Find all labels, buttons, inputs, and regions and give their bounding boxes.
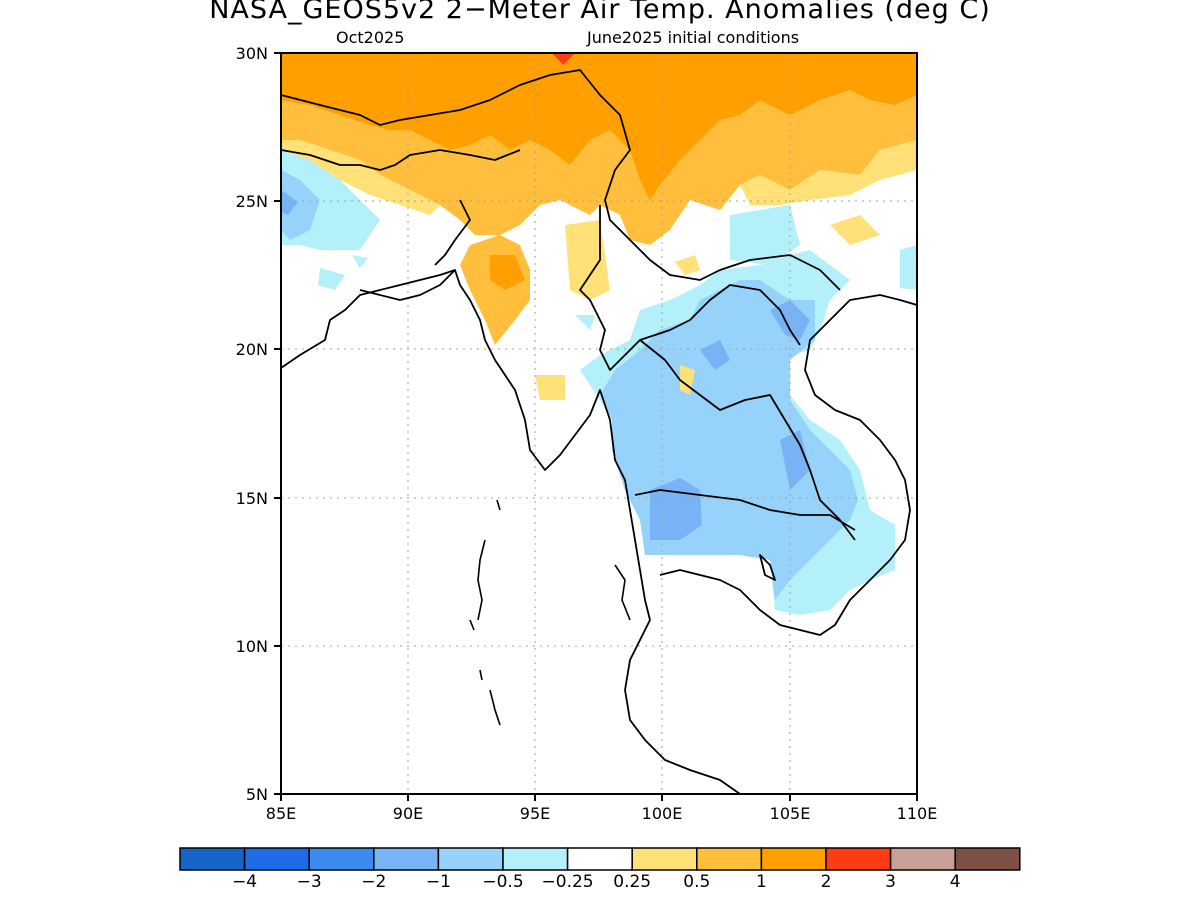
colorbar-label: −3 — [296, 872, 322, 892]
andaman-nicobar-islands — [469, 499, 631, 726]
colorbar-label: 4 — [949, 872, 961, 892]
colorbar-label: −0.25 — [541, 872, 594, 892]
colorbar-swatch — [760, 847, 827, 871]
lat-label: 15N — [235, 489, 268, 508]
colorbar-swatch — [825, 847, 892, 871]
plot-frame — [280, 52, 918, 795]
colorbar-label: 0.25 — [613, 872, 652, 892]
colorbar-label: −4 — [232, 872, 258, 892]
colorbar-label: −2 — [361, 872, 387, 892]
lon-label: 110E — [896, 804, 938, 823]
colorbar-swatch — [954, 847, 1021, 871]
colorbar-swatch — [437, 847, 504, 871]
colorbar-label: 0.5 — [683, 872, 711, 892]
forecast-month: Oct2025 — [336, 28, 405, 47]
colorbar-label: −0.5 — [482, 872, 524, 892]
lon-label: 100E — [641, 804, 683, 823]
colorbar-swatch — [889, 847, 956, 871]
colorbar-label: 3 — [885, 872, 896, 892]
lon-label: 95E — [519, 804, 551, 823]
warm-spot-red — [552, 53, 575, 65]
lat-label: 25N — [235, 192, 268, 211]
axis-ticks — [274, 52, 918, 801]
initial-conditions: June2025 initial conditions — [587, 28, 800, 47]
colorbar-swatch — [502, 847, 569, 871]
lat-label: 20N — [235, 340, 268, 359]
colorbar-swatch — [631, 847, 698, 871]
colorbar — [179, 847, 1021, 871]
lat-label: 10N — [235, 637, 268, 656]
colorbar-swatch — [243, 847, 310, 871]
colorbar-swatch — [373, 847, 440, 871]
colorbar-swatch — [566, 847, 633, 871]
figure-title: NASA_GEOS5v2 2−Meter Air Temp. Anomalies… — [209, 0, 991, 25]
lat-label: 5N — [245, 785, 268, 804]
lon-label: 90E — [392, 804, 424, 823]
coastlines-borders — [281, 69, 917, 794]
lat-label: 30N — [235, 44, 268, 63]
graticule — [281, 53, 917, 794]
colorbar-swatch — [179, 847, 246, 871]
colorbar-swatch — [696, 847, 763, 871]
colorbar-label: 1 — [755, 872, 767, 892]
colorbar-swatch — [308, 847, 375, 871]
lon-label: 85E — [265, 804, 297, 823]
lon-label: 105E — [769, 804, 811, 823]
warm-region-deep — [281, 53, 917, 200]
colorbar-label: 2 — [820, 872, 832, 892]
colorbar-label: −1 — [425, 872, 451, 892]
